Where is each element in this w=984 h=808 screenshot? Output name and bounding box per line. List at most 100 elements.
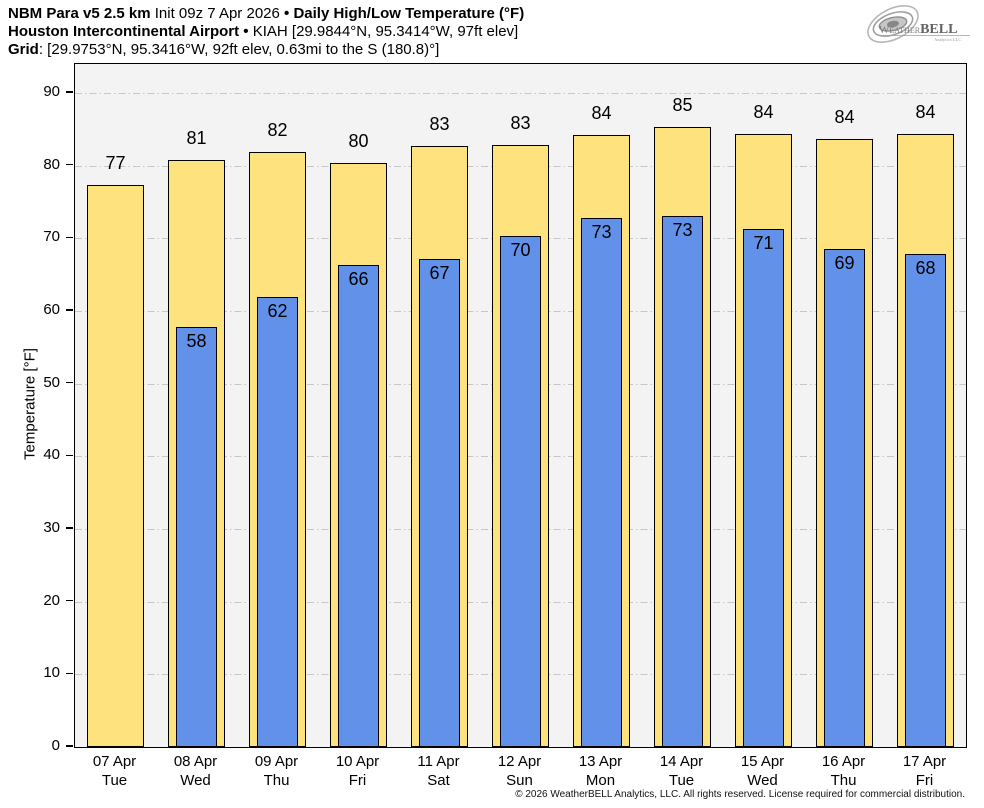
x-tick-day: Sun [506,772,533,789]
high-value-label: 84 [591,103,612,124]
x-tick-label: 17 Apr Fri [875,752,975,790]
x-tick-day: Tue [101,772,128,789]
low-value-label: 71 [753,232,774,253]
station-name: Houston Intercontinental Airport [8,23,240,40]
x-tick-label: 10 Apr Fri [308,752,408,790]
x-tick-day: Thu [263,772,290,789]
x-tick-day: Wed [180,772,211,789]
x-tick-label: 07 Apr Tue [65,752,165,790]
low-bar [662,215,703,747]
high-value-label: 83 [510,112,531,133]
title-line-3: Grid: [29.9753°N, 95.3416°W, 92ft elev, … [8,41,524,59]
logo-weather-rest: EATHER [889,26,920,35]
y-tick-mark [66,745,73,747]
high-bar [87,185,144,747]
x-tick-label: 11 Apr Sat [389,752,489,790]
grid-details: : [29.9753°N, 95.3416°W, 92ft elev, 0.63… [38,41,440,58]
y-tick-label: 60 [43,301,60,318]
x-tick-day: Sat [427,772,450,789]
high-value-label: 82 [267,119,288,140]
x-tick-day: Fri [348,772,367,789]
grid-label: Grid [8,41,39,58]
low-value-label: 66 [348,269,369,290]
high-value-label: 77 [105,153,126,174]
x-tick-date: 10 Apr [335,753,380,770]
y-tick-label: 10 [43,664,60,682]
y-tick-label: 40 [43,446,60,464]
low-value-label: 73 [591,222,612,242]
low-value-label: 67 [429,262,450,283]
x-tick-date: 17 Apr [902,753,947,770]
low-bar [338,265,379,747]
x-tick-date: 16 Apr [821,753,866,770]
title-line-2: Houston Intercontinental Airport • KIAH … [8,23,524,41]
low-value-label: 70 [510,239,531,260]
separator-dot: • [243,23,249,40]
x-tick-date: 14 Apr [659,753,704,770]
x-tick-label: 14 Apr Tue [632,752,732,790]
high-value-label: 83 [429,114,450,135]
y-tick-label: 70 [43,228,60,246]
low-value-label: 68 [915,258,936,279]
low-value-label: 62 [267,300,288,321]
y-tick-label: 50 [43,373,60,391]
y-tick-label: 20 [43,591,60,609]
low-bar [581,218,622,747]
model-name: NBM Para v5 2.5 km [8,5,151,22]
x-tick-day: Tue [668,772,695,789]
logo-bell: BELL [920,22,957,37]
high-value-label: 84 [915,101,936,122]
low-value-label: 69 [834,252,855,273]
high-value-label: 84 [753,101,774,122]
x-tick-label: 09 Apr Thu [227,752,327,790]
y-tick-label: 90 [43,83,60,101]
y-tick-mark [66,599,73,602]
y-tick-label: 30 [43,519,60,536]
high-value-label: 80 [348,130,369,151]
gridline-90 [75,93,966,95]
x-tick-label: 16 Apr Thu [794,752,894,790]
x-tick-label: 12 Apr Sun [470,752,570,790]
svg-text:WEATHERBELL: WEATHERBELL [879,22,957,37]
y-tick-label: 80 [43,155,60,173]
hurricane-swirl-icon [867,5,919,43]
x-tick-label: 13 Apr Mon [551,752,651,790]
x-tick-label: 08 Apr Wed [146,752,246,790]
y-tick-mark [66,91,73,93]
chart-title-block: NBM Para v5 2.5 km Init 09z 7 Apr 2026 •… [8,5,524,59]
low-bar [500,235,541,747]
x-tick-date: 07 Apr [92,753,137,770]
x-tick-date: 15 Apr [740,753,785,770]
x-tick-date: 11 Apr [417,753,460,770]
y-axis-title: Temperature [°F] [21,348,39,460]
low-bar [824,248,865,747]
low-bar [176,327,217,747]
high-value-label: 81 [186,127,207,148]
y-tick-mark [66,454,73,457]
low-bar [419,258,460,747]
logo-weather-initial: W [879,24,890,36]
y-tick-mark [66,381,73,384]
copyright-text: © 2026 WeatherBELL Analytics, LLC. All r… [515,789,965,800]
x-tick-date: 13 Apr [578,753,623,770]
x-tick-day: Fri [915,772,934,789]
y-tick-label: 0 [51,737,60,754]
logo-subtext: Analytics LLC [934,37,961,42]
y-tick-mark [66,527,73,529]
separator-dot: • [284,5,290,22]
plot-area: 77 81 58 82 62 80 66 83 67 83 70 84 73 85 73 84 71 84 69 84… [74,63,967,748]
title-line-1: NBM Para v5 2.5 km Init 09z 7 Apr 2026 •… [8,5,524,23]
x-tick-day: Mon [585,772,616,789]
high-value-label: 84 [834,106,855,127]
x-tick-day: Thu [830,772,857,789]
low-bar [905,254,946,747]
high-value-label: 85 [672,94,693,115]
x-tick-date: 08 Apr [173,753,218,770]
low-value-label: 58 [186,331,207,351]
product-name: Daily High/Low Temperature (°F) [293,5,525,22]
weatherbell-logo: WEATHERBELL Analytics LLC [867,5,970,43]
x-tick-date: 09 Apr [254,753,299,770]
low-bar [257,296,298,747]
y-tick-mark [66,672,73,675]
